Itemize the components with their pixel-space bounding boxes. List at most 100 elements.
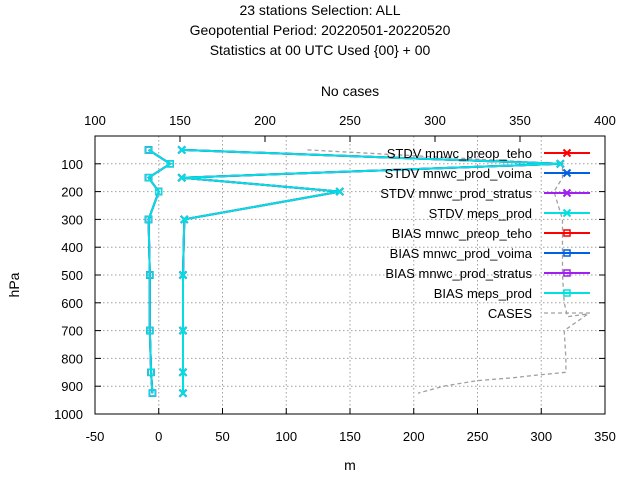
marker-stroke <box>178 326 188 335</box>
x-tick-label: 250 <box>467 429 489 444</box>
legend: STDV mnwc_preop_teho STDV mnwc_prod_voima… <box>380 146 590 321</box>
point-marker <box>563 229 571 237</box>
y-tick-label: 700 <box>61 324 83 339</box>
marker-stroke <box>562 168 572 178</box>
x2-tick-label: 400 <box>594 113 616 128</box>
legend-label: BIAS mnwc_prod_stratus <box>385 266 532 281</box>
marker-stroke <box>177 145 186 155</box>
title-line-3: Statistics at 00 UTC Used {00} + 00 <box>210 42 431 58</box>
title-line-2: Geopotential Period: 20220501-20220520 <box>190 22 451 38</box>
marker-stroke <box>562 208 572 218</box>
marker-stroke <box>177 173 186 182</box>
point-marker <box>563 269 571 277</box>
chart-title: 23 stations Selection: ALL Geopotential … <box>190 2 451 58</box>
legend-entry: STDV meps_prod <box>429 206 590 221</box>
x-tick-label: 100 <box>275 429 297 444</box>
point-marker <box>144 173 153 182</box>
point-marker <box>556 159 565 169</box>
x-axis-title: m <box>344 457 356 473</box>
y-tick-label: 600 <box>61 296 83 311</box>
legend-label: BIAS meps_prod <box>434 286 532 301</box>
point-marker <box>148 389 157 397</box>
x-tick-label: 150 <box>339 429 361 444</box>
series-stdv-meps-prod <box>177 145 565 398</box>
marker-stroke <box>556 159 565 169</box>
legend-entry: BIAS meps_prod <box>434 286 590 301</box>
legend-label: STDV meps_prod <box>429 206 532 221</box>
point-marker <box>178 270 188 280</box>
legend-label: BIAS mnwc_preop_teho <box>392 226 532 241</box>
x2-tick-label: 200 <box>254 113 276 128</box>
point-marker <box>562 188 572 198</box>
point-marker <box>177 145 186 155</box>
x2-axis-title: No cases <box>321 83 379 99</box>
x-tick-label: 50 <box>215 429 229 444</box>
x-tick-label: -50 <box>86 429 105 444</box>
point-marker <box>562 168 572 178</box>
y-tick-label: 200 <box>61 185 83 200</box>
point-marker <box>147 368 155 377</box>
x2-tick-label: 250 <box>339 113 361 128</box>
marker-stroke <box>178 388 188 398</box>
point-marker <box>335 187 345 196</box>
y-tick-label: 100 <box>61 157 83 172</box>
legend-label: STDV mnwc_preop_teho <box>387 146 532 161</box>
x-tick-label: 200 <box>403 429 425 444</box>
y-tick-label: 300 <box>61 212 83 227</box>
point-marker <box>144 215 153 224</box>
point-marker <box>146 326 154 335</box>
marker-stroke <box>335 187 345 196</box>
legend-label: STDV mnwc_prod_voima <box>385 166 533 181</box>
x2-tick-label: 350 <box>509 113 531 128</box>
point-marker <box>177 173 186 182</box>
x2-tick-label: 300 <box>424 113 446 128</box>
marker-stroke <box>562 148 572 158</box>
legend-entry: STDV mnwc_prod_voima <box>385 166 590 181</box>
series-layer <box>144 145 589 398</box>
point-marker <box>178 326 188 335</box>
point-marker <box>178 368 188 377</box>
cases-line <box>307 149 589 394</box>
point-marker <box>180 215 189 224</box>
point-marker <box>178 388 188 398</box>
title-line-1: 23 stations Selection: ALL <box>239 2 400 18</box>
x-tick-label: 350 <box>594 429 616 444</box>
plot-frame <box>94 135 606 415</box>
x-tick-label: 0 <box>155 429 162 444</box>
legend-entry: STDV mnwc_prod_stratus <box>380 186 590 201</box>
y-tick-label: 800 <box>61 351 83 366</box>
marker-stroke <box>178 270 188 280</box>
legend-entry: CASES <box>488 306 590 321</box>
y-tick-label: 900 <box>61 379 83 394</box>
point-marker <box>155 187 163 196</box>
series-line <box>147 149 173 394</box>
x-tick-label: 300 <box>530 429 552 444</box>
legend-entry: STDV mnwc_preop_teho <box>387 146 590 161</box>
y-tick-label: 400 <box>61 240 83 255</box>
point-marker <box>562 148 572 158</box>
grid <box>95 136 605 414</box>
point-marker <box>166 160 174 168</box>
legend-entry: BIAS mnwc_prod_stratus <box>385 266 590 281</box>
point-marker <box>144 146 153 154</box>
y-axis-title: hPa <box>6 272 22 297</box>
point-marker <box>146 271 154 279</box>
axes: -50 0 50 100 150 200 250 300 350 100 150 200 250 300 3… <box>54 113 616 444</box>
legend-label: CASES <box>488 306 532 321</box>
legend-entry: BIAS mnwc_prod_voima <box>390 246 590 261</box>
legend-label: BIAS mnwc_prod_voima <box>390 246 533 261</box>
point-marker <box>563 249 571 257</box>
point-marker <box>562 208 572 218</box>
x2-tick-label: 100 <box>84 113 106 128</box>
legend-entry: BIAS mnwc_preop_teho <box>392 226 590 241</box>
series-bias-meps-prod <box>144 146 174 397</box>
point-marker <box>563 289 571 297</box>
marker-stroke <box>562 188 572 198</box>
legend-label: STDV mnwc_prod_stratus <box>380 186 532 201</box>
y-tick-label: 500 <box>61 268 83 283</box>
y-tick-label: 1000 <box>54 407 83 422</box>
marker-stroke <box>180 215 189 224</box>
x2-tick-label: 150 <box>169 113 191 128</box>
marker-stroke <box>178 368 188 377</box>
